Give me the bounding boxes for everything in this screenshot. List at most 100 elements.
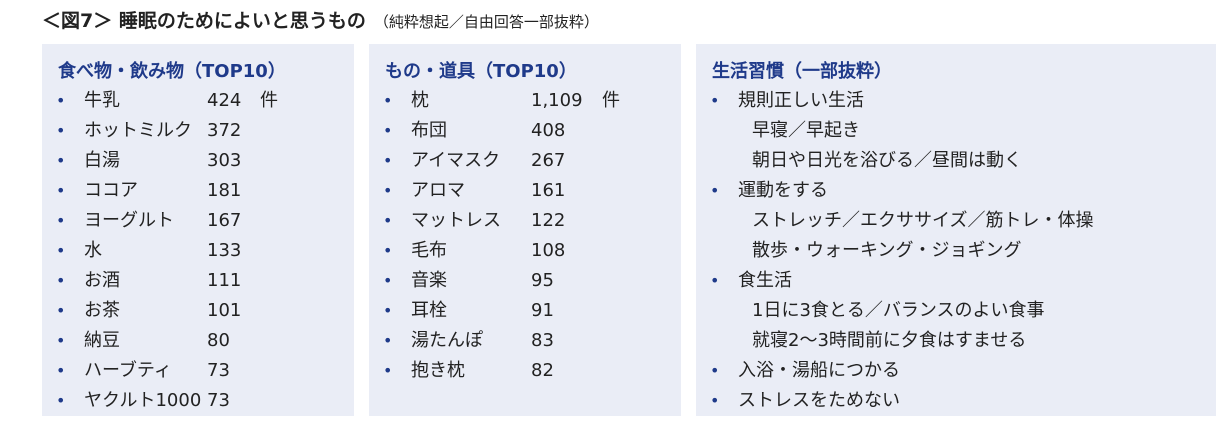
bullet-icon: • [56,91,66,110]
bullet-icon: • [56,151,66,170]
item-name: ホットミルク [84,120,192,141]
list-item: • 運動をする [696,176,1216,206]
item-name: 耳栓 [411,300,447,321]
habit-text: 早寝／早起き [752,120,860,141]
item-name: ヨーグルト [84,210,174,231]
list-item: • ココア 181 [42,176,354,206]
item-count: 267 [531,150,566,171]
list-item: • 布団 408 [369,116,681,146]
food-drink-list: • 牛乳 424 件 • ホットミルク 372 • 白湯 303 • ココア 181 • ヨーグルト 167 •… [42,86,354,416]
list-item: • ヤクルト1000 73 [42,386,354,416]
list-item: • 音楽 95 [369,266,681,296]
bullet-icon: • [710,361,720,380]
habits-panel: 生活習慣（一部抜粋） • 規則正しい生活 早寝／早起き 朝日や日光を浴びる／昼間は動く… [696,44,1216,416]
list-item: 就寝2～3時間前に夕食はすませる [696,326,1216,356]
item-count: 95 [531,270,554,291]
list-item: 早寝／早起き [696,116,1216,146]
bullet-icon: • [56,361,66,380]
item-name: 納豆 [84,330,120,351]
item-count: 1,109 [531,90,583,111]
list-item: • 枕 1,109 件 [369,86,681,116]
item-name: お茶 [84,300,120,321]
item-name: 抱き枕 [411,360,465,381]
list-item: • ハーブティ 73 [42,356,354,386]
item-name: 毛布 [411,240,447,261]
bullet-icon: • [710,391,720,410]
habit-text: 1日に3食とる／バランスのよい食事 [752,300,1045,321]
item-name: 枕 [411,90,429,111]
habit-text: 規則正しい生活 [738,90,864,111]
bullet-icon: • [383,331,393,350]
list-item: • 入浴・湯船につかる [696,356,1216,386]
item-count: 303 [207,150,242,171]
item-name: アロマ [411,180,465,201]
bullet-icon: • [710,271,720,290]
item-count: 122 [531,210,566,231]
item-unit: 件 [602,90,620,111]
habit-text: 入浴・湯船につかる [738,360,900,381]
item-count: 80 [207,330,230,351]
list-item: 1日に3食とる／バランスのよい食事 [696,296,1216,326]
habit-text: 朝日や日光を浴びる／昼間は動く [752,150,1022,171]
bullet-icon: • [56,391,66,410]
item-count: 133 [207,240,242,261]
item-count: 73 [207,390,230,411]
item-name: ヤクルト1000 [84,390,202,411]
item-name: 音楽 [411,270,447,291]
list-item: • アイマスク 267 [369,146,681,176]
list-item: • お茶 101 [42,296,354,326]
item-count: 424 [207,90,242,111]
list-item: • 毛布 108 [369,236,681,266]
item-count: 181 [207,180,242,201]
figure-title-main: ＜図7＞ 睡眠のためによいと思うもの [42,10,366,32]
habit-text: 就寝2～3時間前に夕食はすませる [752,330,1027,351]
goods-panel: もの・道具（TOP10） • 枕 1,109 件 • 布団 408 • アイマスク 267 • アロマ… [369,44,681,416]
list-item: • 白湯 303 [42,146,354,176]
item-count: 83 [531,330,554,351]
habit-text: ストレッチ／エクササイズ／筋トレ・体操 [752,210,1094,231]
bullet-icon: • [56,301,66,320]
bullet-icon: • [383,151,393,170]
list-item: • 牛乳 424 件 [42,86,354,116]
list-item: • ストレスをためない [696,386,1216,416]
habits-heading: 生活習慣（一部抜粋） [712,61,892,82]
item-count: 408 [531,120,566,141]
bullet-icon: • [383,181,393,200]
list-item: • ヨーグルト 167 [42,206,354,236]
bullet-icon: • [56,241,66,260]
bullet-icon: • [56,181,66,200]
bullet-icon: • [383,271,393,290]
item-name: 布団 [411,120,447,141]
list-item: • 水 133 [42,236,354,266]
list-item: • お酒 111 [42,266,354,296]
list-item: ストレッチ／エクササイズ／筋トレ・体操 [696,206,1216,236]
bullet-icon: • [710,181,720,200]
list-item: • 納豆 80 [42,326,354,356]
item-name: ハーブティ [84,360,172,381]
bullet-icon: • [383,91,393,110]
item-name: お酒 [84,270,120,291]
bullet-icon: • [383,361,393,380]
figure-title: ＜図7＞ 睡眠のためによいと思うもの （純粋想起／自由回答一部抜粋） [42,6,599,36]
item-name: ココア [84,180,138,201]
food-drink-panel: 食べ物・飲み物（TOP10） • 牛乳 424 件 • ホットミルク 372 • 白湯 303 • コ… [42,44,354,416]
list-item: • マットレス 122 [369,206,681,236]
item-count: 82 [531,360,554,381]
item-name: マットレス [411,210,501,231]
list-item: 朝日や日光を浴びる／昼間は動く [696,146,1216,176]
item-name: アイマスク [411,150,501,171]
list-item: • 規則正しい生活 [696,86,1216,116]
item-name: 水 [84,240,102,261]
item-count: 101 [207,300,242,321]
item-count: 91 [531,300,554,321]
bullet-icon: • [56,121,66,140]
bullet-icon: • [383,121,393,140]
list-item: • 湯たんぽ 83 [369,326,681,356]
item-count: 167 [207,210,242,231]
goods-heading: もの・道具（TOP10） [385,61,577,82]
habit-text: 食生活 [738,270,792,291]
bullet-icon: • [56,271,66,290]
habit-text: ストレスをためない [738,390,900,411]
item-name: 白湯 [84,150,120,171]
bullet-icon: • [383,301,393,320]
